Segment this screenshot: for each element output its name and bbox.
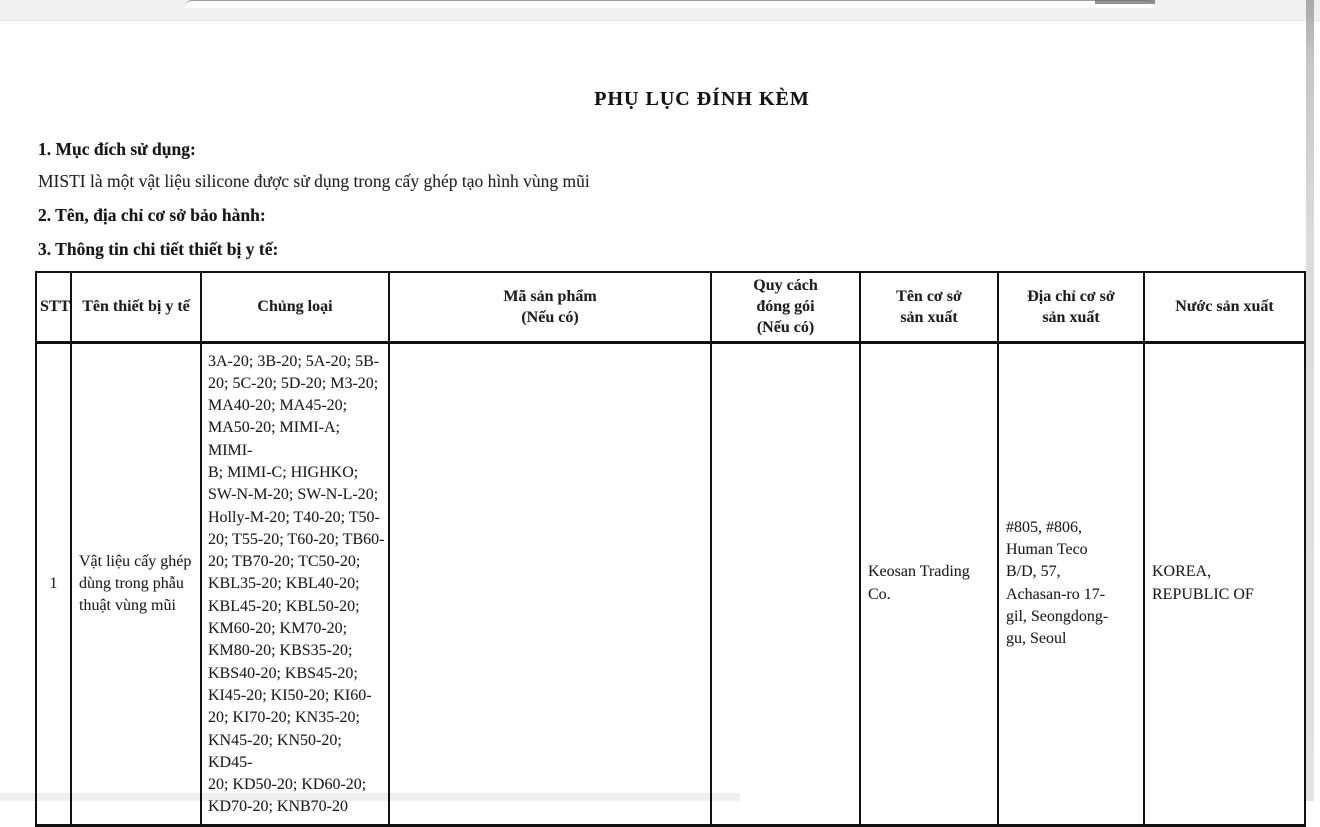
header-cell-device-name: Tên thiết bị y tế [70, 271, 202, 344]
header-cell-packaging: Quy cách đóng gói (Nếu có) [710, 271, 861, 344]
header-cell-country: Nước sản xuất [1143, 271, 1306, 344]
scan-page-top-edge [185, 0, 1155, 8]
scan-top-edge-shadow [1095, 0, 1155, 4]
cell-models: 3A-20; 3B-20; 5A-20; 5B- 20; 5C-20; 5D-20… [200, 340, 390, 827]
cell-product-code [388, 340, 712, 827]
section-3-heading: 3. Thông tin chi tiết thiết bị y tế: [38, 239, 279, 259]
scan-right-edge-line [1306, 0, 1314, 801]
cell-manufacturer-address: #805, #806, Human Teco B/D, 57, Achasan-ro … [997, 340, 1145, 827]
cell-stt: 1 [35, 340, 72, 827]
cell-manufacturer-name: Keosan Trading Co. [859, 340, 999, 827]
page-title: PHỤ LỤC ĐÍNH KÈM [594, 88, 810, 110]
section-1-heading: 1. Mục đích sử dụng: [38, 139, 196, 159]
cell-country: KOREA, REPUBLIC OF [1143, 340, 1306, 827]
header-cell-manufacturer-address: Địa chỉ cơ sở sản xuất [997, 271, 1145, 344]
header-cell-stt: STT [35, 271, 72, 344]
section-2-heading: 2. Tên, địa chỉ cơ sở bảo hành: [38, 205, 266, 225]
header-cell-product-code: Mã sản phẩm (Nếu có) [388, 271, 712, 344]
device-table: STT Tên thiết bị y tế Chủng loại Mã sản … [35, 271, 1306, 827]
table-header-row: STT Tên thiết bị y tế Chủng loại Mã sản … [35, 271, 1306, 344]
table-row: 1 Vật liệu cấy ghép dùng trong phẫu thuật … [35, 340, 1306, 827]
header-cell-manufacturer-name: Tên cơ sở sản xuất [859, 271, 999, 344]
cell-packaging [710, 340, 861, 827]
header-cell-models: Chủng loại [200, 271, 390, 344]
cell-device-name: Vật liệu cấy ghép dùng trong phẫu thuật vù… [70, 340, 202, 827]
section-1-body: MISTI là một vật liệu silicone được sử d… [38, 171, 590, 191]
